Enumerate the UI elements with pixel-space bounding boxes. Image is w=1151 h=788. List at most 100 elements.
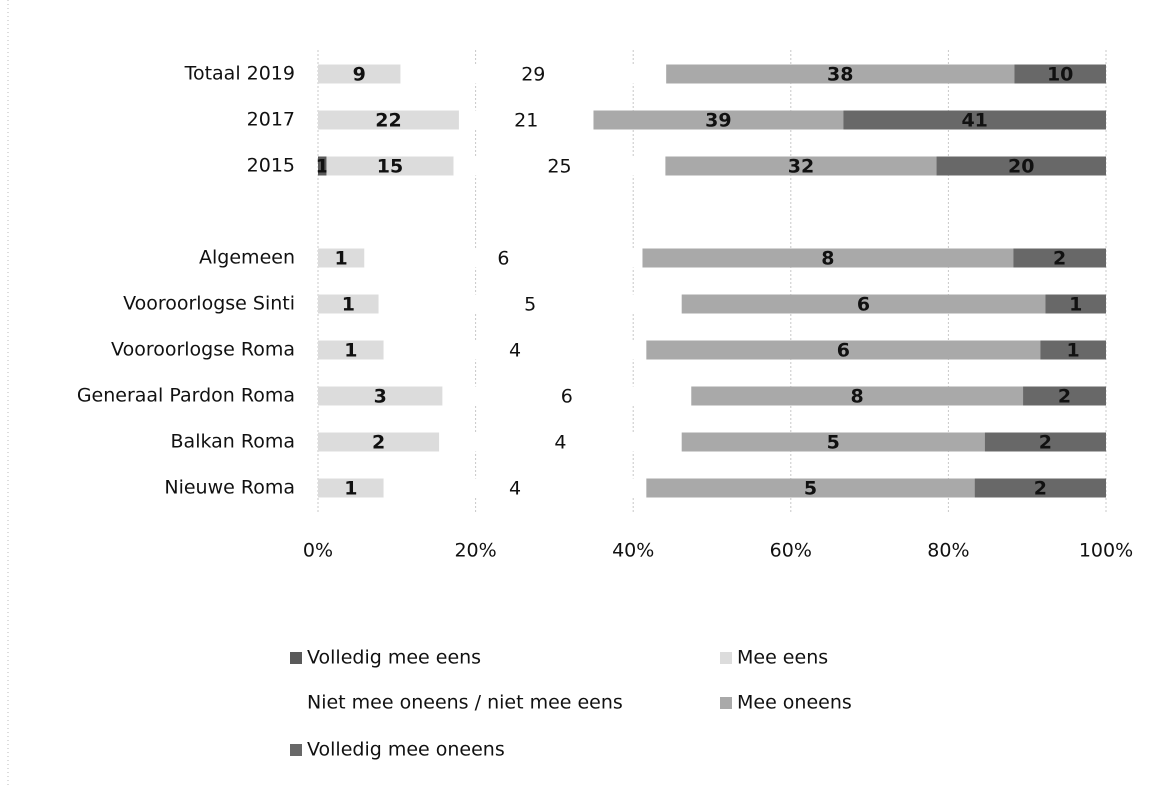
- bar-segment: [442, 386, 692, 406]
- legend-swatch: [720, 697, 732, 709]
- data-label: 3: [374, 386, 387, 408]
- data-label: 1: [1067, 340, 1080, 362]
- data-label: 1: [1069, 294, 1082, 316]
- data-label: 21: [514, 110, 538, 132]
- bar-segment: [439, 432, 682, 452]
- bar-segment: [936, 156, 1106, 176]
- x-tick-label: 60%: [770, 540, 812, 562]
- bar-segment: [646, 478, 975, 498]
- x-tick-label: 20%: [454, 540, 496, 562]
- data-label: 25: [547, 156, 571, 178]
- legend-label: Volledig mee eens: [307, 647, 481, 669]
- bar-segment: [453, 156, 666, 176]
- data-label: 6: [561, 386, 573, 408]
- x-tick-label: 40%: [612, 540, 654, 562]
- data-label: 5: [524, 294, 536, 316]
- bar-segment: [984, 432, 1106, 452]
- data-label: 1: [342, 294, 355, 316]
- data-label: 4: [554, 432, 566, 454]
- bar-segment: [458, 110, 594, 130]
- bar-segment: [378, 294, 682, 314]
- bar-segment: [318, 386, 443, 406]
- data-label: 1: [344, 478, 357, 500]
- bar-segment: [326, 156, 454, 176]
- data-label: 5: [804, 478, 817, 500]
- y-tick-label: 2015: [247, 155, 295, 177]
- y-tick-label: Totaal 2019: [184, 63, 295, 85]
- legend-swatch: [720, 652, 732, 664]
- data-label: 9: [353, 64, 366, 86]
- bar-segment: [318, 294, 379, 314]
- bar-segment: [364, 248, 643, 268]
- bar-segment: [318, 248, 365, 268]
- bar-segment: [1013, 248, 1106, 268]
- data-label: 2: [1039, 432, 1052, 454]
- data-label: 2: [372, 432, 385, 454]
- legend-label: Mee eens: [737, 647, 828, 669]
- data-label: 2: [1034, 478, 1047, 500]
- legend-label: Volledig mee oneens: [307, 739, 505, 761]
- data-label: 5: [827, 432, 840, 454]
- bar-segment: [1040, 340, 1106, 360]
- data-label: 2: [1053, 248, 1066, 270]
- data-label: 6: [837, 340, 850, 362]
- x-tick-label: 80%: [927, 540, 969, 562]
- data-label: 4: [509, 478, 521, 500]
- legend-swatch: [290, 697, 302, 709]
- data-label: 8: [851, 386, 864, 408]
- y-tick-label: Balkan Roma: [171, 431, 295, 453]
- data-label: 22: [375, 110, 401, 132]
- bar-segment: [681, 432, 985, 452]
- data-label: 8: [821, 248, 834, 270]
- data-label: 6: [497, 248, 509, 270]
- data-label: 4: [509, 340, 521, 362]
- bar-segment: [318, 64, 401, 84]
- data-label: 29: [521, 64, 545, 86]
- data-label: 10: [1047, 64, 1073, 86]
- bar-segment: [974, 478, 1106, 498]
- data-label: 15: [377, 156, 403, 178]
- bar-segment: [843, 110, 1106, 130]
- bar-segment: [1014, 64, 1106, 84]
- legend-label: Niet mee oneens / niet mee eens: [307, 692, 623, 714]
- bar-segment: [318, 156, 327, 176]
- y-tick-label: 2017: [247, 109, 295, 131]
- legend-label: Mee oneens: [737, 692, 852, 714]
- y-tick-label: Vooroorlogse Sinti: [123, 293, 295, 315]
- bar-segment: [400, 64, 667, 84]
- x-tick-label: 0%: [303, 540, 333, 562]
- bar-segment: [666, 64, 1015, 84]
- bar-segment: [681, 294, 1046, 314]
- data-label: 20: [1008, 156, 1034, 178]
- bar-segment: [318, 432, 440, 452]
- data-label: 1: [316, 156, 329, 178]
- data-label: 39: [705, 110, 731, 132]
- bar-segment: [691, 386, 1024, 406]
- bar-segment: [646, 340, 1041, 360]
- bar-segment: [1045, 294, 1106, 314]
- data-label: 2: [1058, 386, 1071, 408]
- legend-swatch: [290, 744, 302, 756]
- legend-swatch: [290, 652, 302, 664]
- data-label: 1: [335, 248, 348, 270]
- bar-segment: [665, 156, 937, 176]
- data-label: 41: [961, 110, 987, 132]
- y-tick-label: Nieuwe Roma: [164, 477, 295, 499]
- x-tick-label: 100%: [1079, 540, 1133, 562]
- bar-segment: [642, 248, 1014, 268]
- data-label: 32: [788, 156, 814, 178]
- bar-segment: [383, 478, 647, 498]
- data-label: 6: [857, 294, 870, 316]
- bar-segment: [318, 340, 384, 360]
- bar-segment: [318, 110, 459, 130]
- y-tick-label: Vooroorlogse Roma: [111, 339, 295, 361]
- data-label: 1: [344, 340, 357, 362]
- bar-segment: [318, 478, 384, 498]
- bar-segment: [1023, 386, 1106, 406]
- y-tick-label: Generaal Pardon Roma: [77, 385, 295, 407]
- bar-segment: [593, 110, 844, 130]
- y-tick-label: Algemeen: [199, 247, 295, 269]
- data-label: 38: [827, 64, 853, 86]
- bar-segment: [383, 340, 647, 360]
